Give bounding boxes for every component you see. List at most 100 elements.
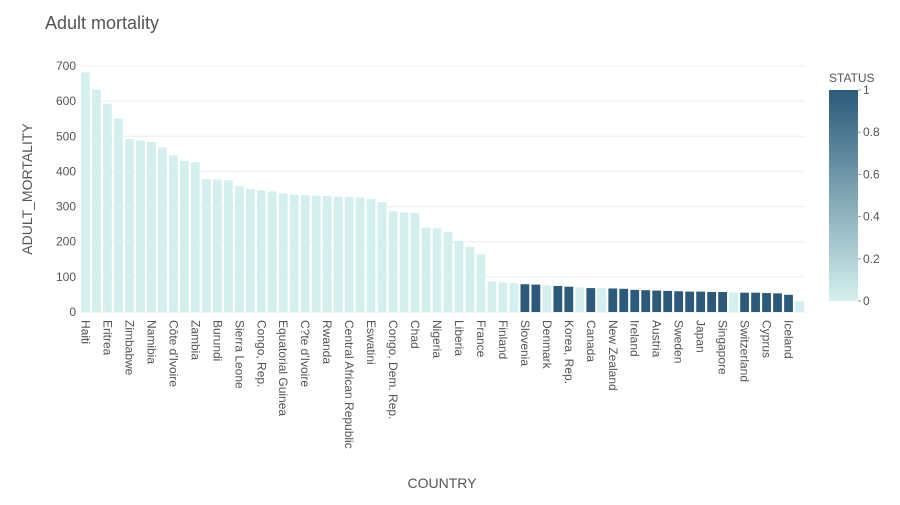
bar	[256, 190, 266, 312]
bar	[674, 291, 684, 312]
bar	[125, 139, 134, 312]
bar	[245, 189, 255, 312]
bar	[289, 194, 299, 312]
x-tick-label: Slovenia	[518, 320, 532, 366]
bar	[696, 291, 706, 312]
y-tick-label: 700	[56, 59, 76, 73]
colorbar	[829, 90, 858, 301]
x-tick-label: Cyprus	[760, 320, 774, 358]
bar	[784, 294, 793, 312]
bar	[630, 289, 640, 312]
x-tick-label: Canada	[584, 320, 598, 362]
bar	[729, 292, 738, 312]
colorbar-tick-label: 0.6	[863, 167, 880, 181]
bar	[322, 196, 332, 312]
bar	[201, 179, 211, 312]
bar	[333, 196, 343, 312]
bar	[190, 162, 200, 312]
bar	[344, 197, 354, 312]
bar	[355, 197, 365, 312]
bar	[531, 284, 541, 312]
x-tick-label: Eritrea	[100, 320, 114, 356]
y-tick-label: 200	[56, 235, 76, 249]
x-tick-label: Côte d'Ivoire	[166, 320, 180, 387]
bar	[707, 291, 717, 312]
x-tick-label: New Zealand	[606, 320, 620, 391]
bar	[586, 288, 596, 312]
colorbar-tick-label: 1	[863, 83, 870, 97]
y-tick-label: 0	[69, 305, 76, 319]
y-axis-title: ADULT_MORTALITY	[19, 123, 35, 255]
y-tick-label: 400	[56, 164, 76, 178]
bar	[410, 212, 420, 312]
bar	[366, 199, 376, 312]
bar	[685, 291, 695, 312]
bar	[388, 211, 398, 312]
bar	[740, 292, 749, 312]
bar	[762, 293, 771, 312]
x-tick-label: Haiti	[78, 320, 92, 344]
x-tick-label: Equatorial Guinea	[276, 320, 290, 416]
x-tick-label: France	[474, 320, 488, 358]
bar	[608, 288, 618, 312]
x-tick-label: Congo, Dem. Rep.	[386, 320, 400, 419]
x-tick-label: Zambia	[188, 320, 202, 360]
x-tick-label: Denmark	[540, 320, 554, 370]
bar	[267, 191, 277, 312]
x-tick-label: Nigeria	[430, 320, 444, 358]
x-tick-label: Liberia	[452, 320, 466, 356]
bar	[487, 281, 497, 312]
bar	[311, 195, 321, 312]
bar	[476, 254, 486, 312]
y-tick-label: 500	[56, 129, 76, 143]
colorbar-tick-label: 0	[863, 294, 870, 308]
bar	[663, 290, 673, 312]
chart-title: Adult mortality	[45, 13, 159, 33]
x-tick-label: Congo, Rep.	[254, 320, 268, 387]
bar	[81, 72, 90, 312]
bar	[454, 241, 464, 312]
bar	[278, 193, 288, 312]
bar	[619, 288, 629, 312]
x-tick-label: C?te d'Ivoire	[298, 320, 312, 387]
x-tick-label: Austria	[650, 320, 664, 358]
bar	[498, 282, 508, 312]
bar	[795, 301, 804, 312]
bar	[136, 140, 145, 312]
x-tick-label: Eswatini	[364, 320, 378, 365]
x-tick-label: Namibia	[144, 320, 158, 364]
x-tick-label: Japan	[694, 320, 708, 353]
bar	[421, 227, 431, 312]
bar	[399, 212, 409, 312]
bar	[377, 202, 387, 312]
bar	[520, 284, 530, 312]
x-tick-label: Central African Republic	[342, 320, 356, 449]
x-tick-label: Zimbabwe	[122, 320, 136, 376]
bar	[168, 155, 178, 312]
bar	[103, 103, 112, 312]
x-tick-label: Burundi	[210, 320, 224, 361]
bar	[553, 285, 563, 312]
bar	[641, 290, 651, 312]
bar	[718, 291, 728, 312]
colorbar-tick-label: 0.2	[863, 252, 880, 266]
x-tick-label: Singapore	[716, 320, 730, 375]
bar	[212, 179, 222, 312]
x-tick-label: Switzerland	[738, 320, 752, 382]
bar	[575, 287, 585, 312]
bar	[432, 228, 442, 312]
bar	[92, 89, 101, 312]
bar	[597, 288, 607, 312]
bar	[179, 160, 189, 312]
bar	[652, 290, 662, 312]
x-tick-label: Iceland	[782, 320, 796, 359]
bar	[465, 246, 475, 312]
x-tick-label: Sierra Leone	[232, 320, 246, 389]
x-tick-label: Korea, Rep.	[562, 320, 576, 384]
bar	[509, 283, 519, 312]
x-tick-label: Sweden	[672, 320, 686, 363]
x-tick-label: Ireland	[628, 320, 642, 357]
x-tick-label: Rwanda	[320, 320, 334, 364]
bar	[147, 141, 156, 312]
